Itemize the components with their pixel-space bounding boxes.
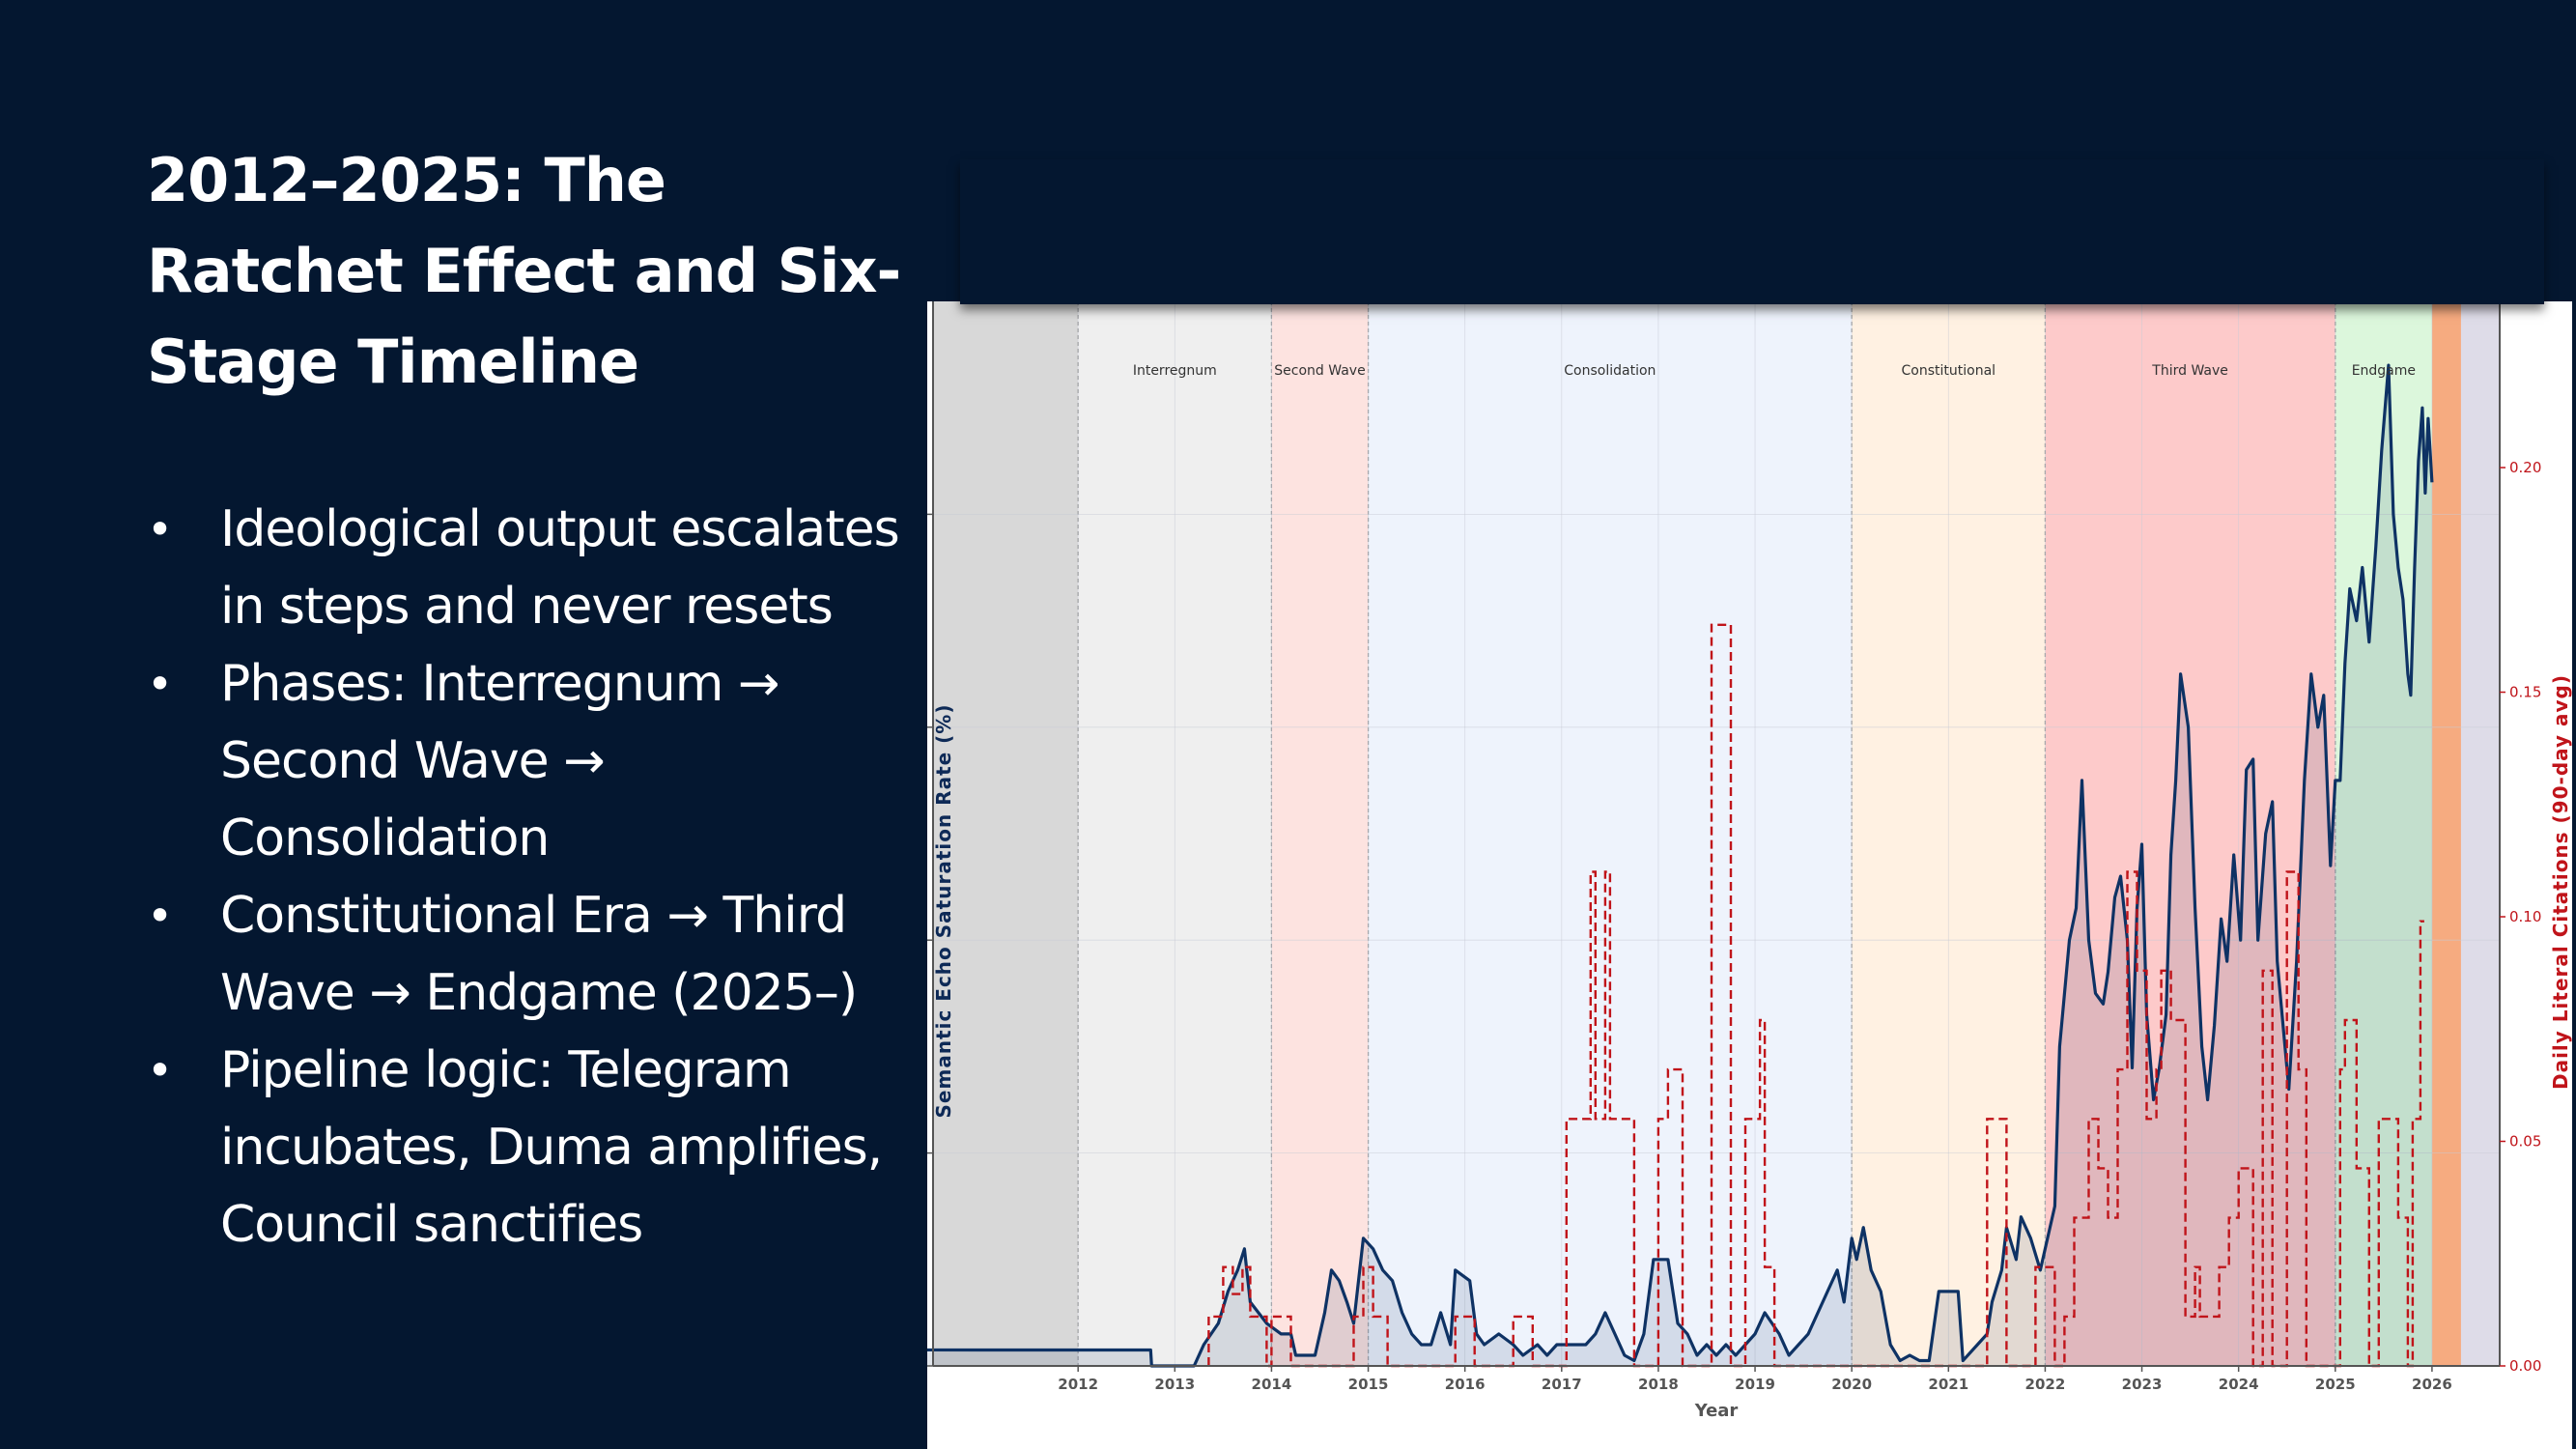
phase-label: Consolidation xyxy=(1564,363,1656,379)
phase-label: Endgame xyxy=(2352,363,2416,379)
y2-tick-label: 0.05 xyxy=(2509,1133,2541,1151)
chart-svg: Interregnum Second Wave Consolidation Const… xyxy=(927,301,2572,1449)
series-2-line xyxy=(1207,623,2424,1368)
bullet-marker: • xyxy=(147,1044,173,1096)
phase-label: Constitutional xyxy=(1902,363,1996,379)
phase-label: Interregnum xyxy=(1133,363,1217,379)
bullet-item: • Phases: Interregnum → Second Wave → Con… xyxy=(147,645,939,877)
phase-band xyxy=(933,301,1079,1366)
x-tick-label: 2012 xyxy=(1058,1376,1098,1393)
phase-band xyxy=(1271,301,1369,1366)
phase-label: Second Wave xyxy=(1274,363,1365,379)
bullet-marker: • xyxy=(147,503,173,555)
y2-tick-label: 0.00 xyxy=(2509,1357,2541,1375)
y-axis-label: Semantic Echo Saturation Rate (%) xyxy=(932,704,955,1119)
y2-tick-label: 0.20 xyxy=(2509,459,2541,476)
phase-band xyxy=(2335,301,2432,1366)
phase-label: Third Wave xyxy=(2151,363,2228,379)
y2-tick-label: 0.15 xyxy=(2509,684,2541,701)
x-tick-label: 2023 xyxy=(2122,1376,2163,1393)
bullet-text: Constitutional Era → Third Wave → Endgam… xyxy=(220,887,858,1022)
x-tick-label: 2015 xyxy=(1348,1376,1389,1393)
bullet-text: Phases: Interregnum → Second Wave → Cons… xyxy=(220,655,779,867)
x-tick-label: 2021 xyxy=(1928,1376,1968,1393)
chart-title-band xyxy=(960,159,2544,304)
bullet-list: • Ideological output escalates in steps a… xyxy=(147,491,939,1264)
x-tick-label: 2018 xyxy=(1638,1376,1679,1393)
bullet-marker: • xyxy=(147,658,173,710)
x-tick-label: 2019 xyxy=(1735,1376,1775,1393)
bullet-text: Pipeline logic: Telegram incubates, Duma… xyxy=(220,1041,883,1254)
y2-tick-label: 0.10 xyxy=(2509,908,2541,925)
x-tick-label: 2013 xyxy=(1154,1376,1195,1393)
bullet-text: Ideological output escalates in steps an… xyxy=(220,500,900,636)
x-tick-label: 2014 xyxy=(1252,1376,1292,1393)
x-tick-label: 2025 xyxy=(2315,1376,2356,1393)
phase-band xyxy=(1368,301,1853,1366)
bullet-item: • Constitutional Era → Third Wave → Endga… xyxy=(147,877,939,1032)
x-tick-label: 2026 xyxy=(2412,1376,2452,1393)
phase-band xyxy=(2460,301,2500,1366)
x-tick-label: 2022 xyxy=(2025,1376,2066,1393)
x-tick-label: 2020 xyxy=(1831,1376,1872,1393)
series-1-line xyxy=(927,363,2434,1368)
x-axis-label: Year xyxy=(1694,1401,1739,1421)
x-tick-label: 2017 xyxy=(1542,1376,1582,1393)
bullet-item: • Pipeline logic: Telegram incubates, Dum… xyxy=(147,1032,939,1264)
bullet-marker: • xyxy=(147,890,173,942)
slide-title: 2012–2025: The Ratchet Effect and Six-St… xyxy=(147,145,901,397)
x-tick-label: 2024 xyxy=(2219,1376,2259,1393)
y2-axis-label: Daily Literal Citations (90-day avg) xyxy=(2549,674,2572,1090)
phase-band xyxy=(2431,301,2461,1366)
series-1-area xyxy=(927,365,2432,1366)
chart-image: Interregnum Second Wave Consolidation Const… xyxy=(927,301,2572,1449)
x-tick-label: 2016 xyxy=(1445,1376,1486,1393)
bullet-item: • Ideological output escalates in steps a… xyxy=(147,491,939,645)
